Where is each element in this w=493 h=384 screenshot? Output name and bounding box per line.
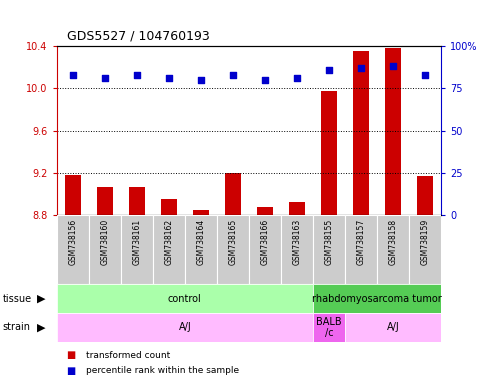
- Bar: [313, 284, 441, 313]
- Text: rhabdomyosarcoma tumor: rhabdomyosarcoma tumor: [312, 293, 442, 304]
- Text: GSM738158: GSM738158: [388, 218, 398, 265]
- Bar: [249, 215, 281, 284]
- Point: [389, 63, 397, 70]
- Bar: [185, 215, 217, 284]
- Bar: [257, 207, 273, 215]
- Text: ■: ■: [67, 350, 76, 360]
- Bar: [193, 210, 209, 215]
- Bar: [409, 215, 441, 284]
- Text: GSM738156: GSM738156: [68, 218, 77, 265]
- Point: [421, 72, 429, 78]
- Point: [133, 72, 141, 78]
- Bar: [121, 215, 153, 284]
- Bar: [57, 313, 313, 342]
- Bar: [217, 215, 249, 284]
- Text: GSM738157: GSM738157: [356, 218, 366, 265]
- Point: [357, 65, 365, 71]
- Text: ▶: ▶: [36, 293, 45, 304]
- Bar: [321, 91, 337, 215]
- Text: transformed count: transformed count: [86, 351, 171, 360]
- Text: A/J: A/J: [387, 322, 399, 333]
- Text: GSM738162: GSM738162: [164, 218, 174, 265]
- Point: [229, 72, 237, 78]
- Text: control: control: [168, 293, 202, 304]
- Bar: [97, 187, 113, 215]
- Point: [165, 75, 173, 81]
- Text: GSM738163: GSM738163: [292, 218, 302, 265]
- Text: percentile rank within the sample: percentile rank within the sample: [86, 366, 240, 375]
- Text: GSM738155: GSM738155: [324, 218, 334, 265]
- Bar: [289, 202, 305, 215]
- Text: A/J: A/J: [178, 322, 191, 333]
- Bar: [281, 215, 313, 284]
- Point: [69, 72, 77, 78]
- Bar: [65, 175, 81, 215]
- Point: [197, 77, 205, 83]
- Bar: [353, 51, 369, 215]
- Bar: [129, 187, 145, 215]
- Bar: [161, 199, 177, 215]
- Text: ■: ■: [67, 366, 76, 376]
- Text: ▶: ▶: [36, 322, 45, 333]
- Bar: [345, 215, 377, 284]
- Bar: [57, 284, 313, 313]
- Text: GSM738165: GSM738165: [228, 218, 238, 265]
- Point: [325, 67, 333, 73]
- Bar: [57, 215, 89, 284]
- Bar: [345, 313, 441, 342]
- Text: BALB
/c: BALB /c: [317, 316, 342, 338]
- Point: [293, 75, 301, 81]
- Text: GSM738164: GSM738164: [196, 218, 206, 265]
- Text: GSM738161: GSM738161: [132, 218, 141, 265]
- Point: [261, 77, 269, 83]
- Bar: [313, 313, 345, 342]
- Text: GSM738160: GSM738160: [100, 218, 109, 265]
- Bar: [377, 215, 409, 284]
- Text: strain: strain: [2, 322, 31, 333]
- Bar: [417, 176, 433, 215]
- Bar: [385, 48, 401, 215]
- Bar: [89, 215, 121, 284]
- Bar: [153, 215, 185, 284]
- Text: GSM738159: GSM738159: [421, 218, 430, 265]
- Bar: [225, 173, 241, 215]
- Point: [101, 75, 108, 81]
- Text: tissue: tissue: [2, 293, 32, 304]
- Text: GSM738166: GSM738166: [260, 218, 270, 265]
- Text: GDS5527 / 104760193: GDS5527 / 104760193: [67, 29, 210, 42]
- Bar: [313, 215, 345, 284]
